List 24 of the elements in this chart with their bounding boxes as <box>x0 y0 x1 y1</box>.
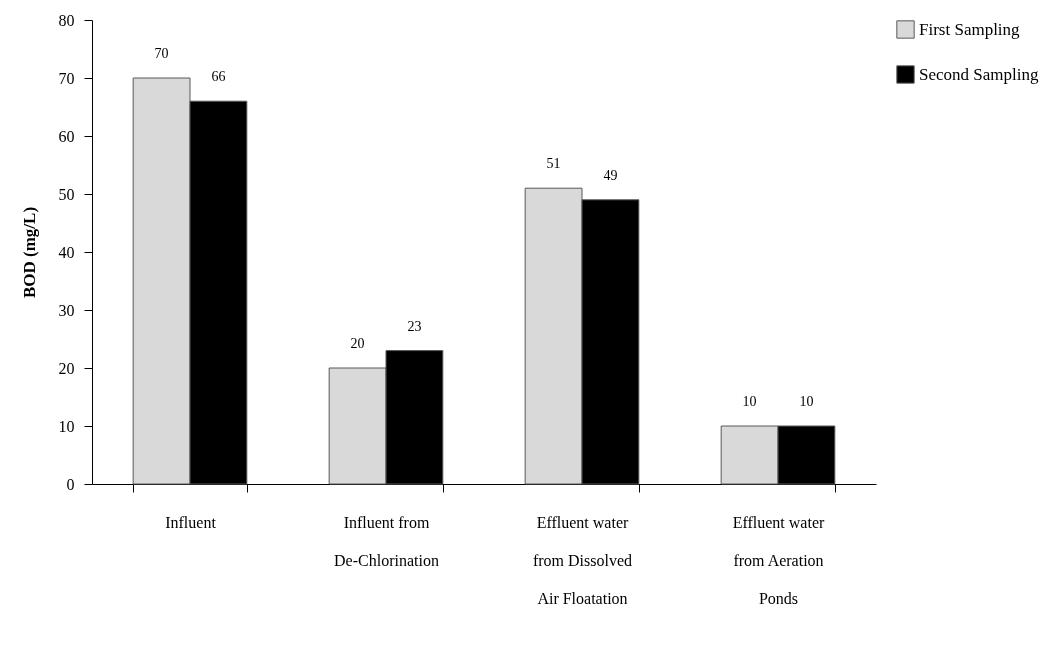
y-tick-label: 40 <box>58 243 75 261</box>
data-label: 10 <box>799 394 814 409</box>
data-label: 20 <box>350 336 365 351</box>
data-label: 70 <box>154 46 169 61</box>
y-tick-label: 80 <box>58 11 75 29</box>
x-tick-label: Influent <box>165 513 217 531</box>
legend-label: First Sampling <box>919 19 1021 39</box>
data-label: 66 <box>211 69 226 85</box>
data-label: 51 <box>546 156 561 172</box>
y-axis-title: BOD (mg/L) <box>19 206 39 299</box>
data-label: 49 <box>603 167 618 183</box>
y-tick-label: 50 <box>58 185 75 203</box>
category-label: Effluent water from Dissolved Air Floatation <box>532 513 633 607</box>
y-tick-label: 30 <box>58 301 75 319</box>
legend-label: Second Sampling <box>919 64 1039 84</box>
category-label: Effluent water from Aeration Ponds <box>732 513 825 607</box>
category-label: Influent from De-Chlorination <box>334 513 439 569</box>
y-tick-label: 20 <box>58 359 75 377</box>
y-tick-label: 70 <box>58 69 75 87</box>
data-label: 10 <box>742 394 757 409</box>
y-tick-label: 10 <box>58 417 75 435</box>
y-tick-label: 0 <box>66 475 75 493</box>
y-tick-label: 60 <box>58 127 75 145</box>
data-label: 23 <box>407 318 422 334</box>
